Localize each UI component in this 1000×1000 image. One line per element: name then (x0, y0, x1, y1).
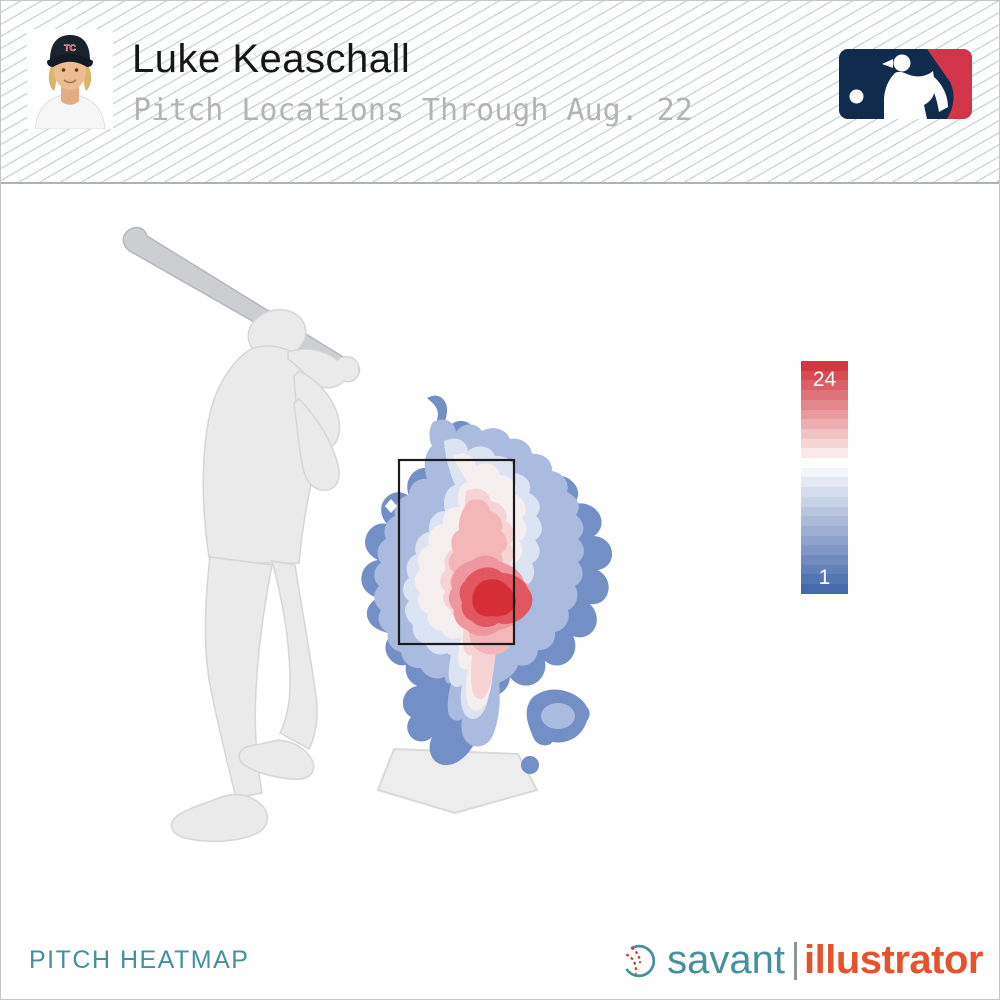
colorbar-band (801, 409, 848, 420)
colorbar-band (801, 477, 848, 488)
eye-left (61, 68, 66, 72)
baseball-icon (622, 944, 656, 977)
heatmap-contours (361, 395, 613, 774)
colorbar-band (801, 361, 848, 371)
colorbar-band (801, 516, 848, 526)
batter-front-foot (238, 739, 315, 781)
scale-min-label: 1 (818, 566, 831, 589)
colorbar-band (801, 545, 848, 556)
colorbar-band (801, 370, 848, 381)
neck (61, 87, 79, 105)
scale-max-label: 24 (812, 368, 837, 391)
batter-back-leg (204, 556, 273, 799)
mouth (63, 79, 77, 84)
colorbar-band (801, 390, 848, 400)
colorbar-band (801, 438, 848, 449)
contour-level-9 (472, 579, 517, 617)
brand-illustrator: illustrator (804, 938, 983, 982)
colorbar-band (801, 428, 848, 439)
colorbar-band (801, 448, 848, 459)
colorbar-band (801, 506, 848, 517)
colorbar-band (801, 419, 848, 429)
chart-type-label: PITCH HEATMAP (29, 946, 250, 974)
colorbar-band (801, 564, 848, 575)
brand-savant: savant (667, 938, 786, 982)
colorbar-band (801, 487, 848, 497)
contour-satellite-inner (541, 703, 575, 729)
strike-zone (397, 458, 516, 646)
batter-front-leg (270, 560, 318, 751)
player-headshot: TC (27, 29, 113, 129)
colorbar-band (801, 555, 848, 565)
color-scale: 24 1 (801, 361, 848, 594)
colorbar-band (801, 458, 848, 468)
savant-illustrator-brand: savant illustrator (621, 938, 983, 983)
player-name: Luke Keaschall (132, 37, 411, 81)
mlb-logo-icon (839, 49, 972, 119)
batter-elbow-arm (293, 397, 340, 491)
home-plate (376, 747, 539, 815)
eye-right (74, 68, 79, 72)
brand-divider (794, 941, 798, 980)
colorbar-band (801, 574, 848, 585)
colorbar-band (801, 399, 848, 410)
colorbar-band (801, 380, 848, 391)
colorbar-band (801, 496, 848, 507)
colorbar-band (801, 467, 848, 478)
colorbar-band (801, 584, 848, 594)
header: TC Luke Keaschall Pitch Locations Throug… (1, 1, 999, 184)
chart-subtitle: Pitch Locations Through Aug. 22 (133, 93, 693, 128)
cap-logo: TC (64, 43, 76, 53)
contour-dot (521, 756, 539, 774)
batter-back-foot (170, 793, 269, 843)
colorbar-band (801, 525, 848, 536)
contour-hole (385, 499, 397, 513)
colorbar-band (801, 535, 848, 546)
cap-brim (47, 54, 93, 67)
batter-silhouette (122, 226, 361, 843)
colorbar-bands (801, 361, 848, 594)
